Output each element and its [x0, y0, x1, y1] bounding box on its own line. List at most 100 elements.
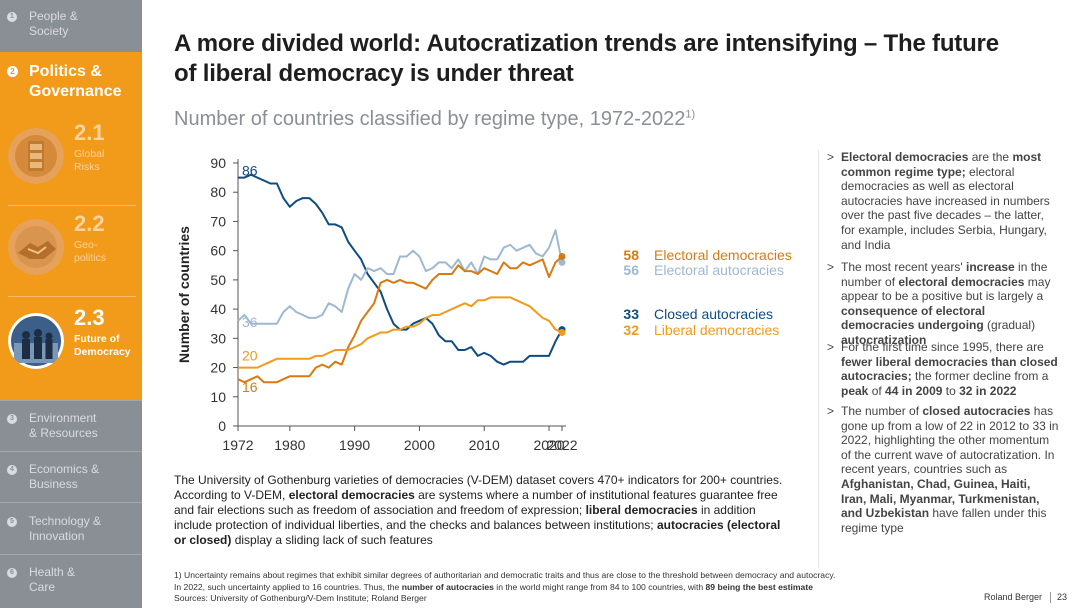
desc-text: display a sliding lack of such features — [231, 533, 433, 547]
desc-bold: autocracies (electoral or closed) — [174, 518, 781, 547]
legend-label: Closed autocracies — [654, 306, 773, 322]
legend-label: Electoral autocracies — [654, 262, 784, 278]
divider — [0, 451, 142, 452]
people-image-icon — [8, 313, 64, 369]
y-tick-label: 0 — [218, 418, 226, 434]
nav-label-line2: Business — [29, 477, 78, 491]
x-tick-label: 1972 — [222, 437, 253, 453]
key-findings-list: > Electoral democracies are the most comm… — [818, 150, 1061, 568]
section-number-badge: 2 — [7, 66, 18, 77]
subsection-title-line1: Future of — [74, 333, 120, 345]
finding-bold-text: Electoral democracies — [841, 150, 969, 164]
subsection-geopolitics[interactable]: 2.2 Geo-politics — [0, 209, 142, 291]
divider — [0, 502, 142, 503]
finding-text: the former decline from a — [911, 369, 1049, 384]
series-line-liberal-democracies — [238, 296, 563, 369]
finding-text: The most recent years' — [841, 260, 967, 274]
series-line-closed-autocracies — [238, 173, 563, 366]
y-tick-label: 20 — [210, 360, 226, 376]
y-tick-label: 10 — [210, 389, 226, 405]
finding-text: have fallen under this regime type — [841, 506, 1047, 535]
nav-label-line1: Politics & — [29, 63, 102, 80]
finding-text: in the number of — [841, 260, 1048, 289]
finding-text: (gradual) — [983, 318, 1036, 333]
footnote-bold: number of autocracies — [401, 581, 494, 592]
chart-title-text: Number of countries classified by regime… — [174, 108, 686, 130]
y-tick-label: 30 — [210, 330, 226, 346]
globe-dice-image-icon — [8, 128, 64, 184]
nav-label-line1: Economics & — [29, 462, 100, 476]
finding-bold-text: closed autocracies — [922, 404, 1031, 418]
page-title: A more divided world: Autocratization tr… — [174, 29, 1054, 89]
legend-label: Liberal democracies — [654, 322, 779, 338]
divider — [0, 400, 142, 401]
nav-label-line1: Environment — [29, 411, 97, 425]
nav-label-line2: Care — [29, 580, 56, 594]
finding-bold-text: most common regime type; — [841, 150, 1042, 179]
finding-text: The number of — [841, 404, 923, 418]
y-tick-label: 70 — [210, 213, 226, 229]
series-start-label: 36 — [242, 314, 258, 330]
nav-label-line1: Technology & — [29, 514, 102, 528]
divider — [0, 554, 142, 555]
subsection-global-risks[interactable]: 2.1 Global Risks — [0, 118, 142, 200]
series-start-label: 86 — [242, 163, 258, 179]
desc-text: are systems where a number of institutio… — [174, 488, 778, 517]
nav-label-line2: Innovation — [29, 529, 85, 543]
legend-value: 33 — [623, 306, 639, 322]
nav-label-line2: Society — [29, 24, 69, 38]
subsection-title-line1: Geo- — [74, 239, 98, 251]
chart-title: Number of countries classified by regime… — [174, 108, 695, 131]
legend-value: 56 — [623, 262, 639, 278]
section-number-badge: 6 — [7, 568, 17, 578]
series-line-electoral-democracies — [237, 255, 563, 384]
finding-bold-text: consequence of electoral democracies und… — [841, 303, 986, 333]
page-title-line1: A more divided world: Autocratization tr… — [174, 30, 999, 57]
subsection-number: 2.3 — [74, 305, 105, 330]
series-start-label: 16 — [242, 379, 258, 395]
section-number-badge: 1 — [7, 12, 17, 22]
nav-label-line2: Governance — [29, 83, 122, 100]
series-end-marker — [558, 328, 566, 336]
y-tick-label: 60 — [210, 243, 226, 259]
footnote-text: in the world might range from 84 to 100 … — [493, 581, 706, 592]
nav-label-line1: People & — [29, 9, 78, 23]
chart-description: The University of Gothenburg varieties o… — [174, 473, 794, 548]
finding-text: has gone up from a low of 22 in 2012 to … — [841, 404, 1059, 477]
page-number: 23 — [1057, 592, 1068, 602]
x-tick-label: 1980 — [274, 437, 305, 453]
y-axis-label: Number of countries — [176, 226, 192, 363]
subsection-future-of-democracy[interactable]: 2.3 Future of Democracy — [0, 303, 142, 385]
finding-bold-text: increase — [966, 260, 1015, 274]
footnote-text: In 2022, such uncertainty applied to 16 … — [174, 581, 402, 592]
footnote: 1) Uncertainty remains about regimes tha… — [174, 570, 934, 605]
x-tick-label: 2010 — [469, 437, 500, 453]
subsection-number: 2.1 — [74, 120, 105, 145]
section-number-badge: 3 — [7, 414, 17, 424]
x-tick-label: 2022 — [546, 437, 577, 453]
handshake-image-icon — [8, 219, 64, 275]
x-tick-label: 2020 — [533, 437, 564, 453]
finding-bold-text: fewer liberal democracies than closed au… — [841, 354, 1058, 384]
footnote-bold: 89 being the best estimate — [705, 581, 813, 592]
footnote-line: 1) Uncertainty remains about regimes tha… — [174, 570, 836, 580]
subsection-number: 2.2 — [74, 211, 105, 236]
desc-bold: electoral democracies — [288, 488, 415, 502]
x-tick-label: 2000 — [404, 437, 435, 453]
divider — [1050, 592, 1051, 603]
subsection-title-line2: Democracy — [74, 346, 131, 358]
sidebar: 1 People & Society 2 Politics & Governance… — [0, 0, 142, 608]
section-number-badge: 4 — [7, 465, 17, 475]
subsection-title-line1: Global — [74, 148, 105, 160]
desc-bold: liberal democracies — [585, 503, 698, 517]
page-title-line2: of liberal democracy is under threat — [174, 60, 574, 87]
finding-text: may appear to be a positive but is large… — [841, 274, 1051, 304]
section-number-badge: 5 — [7, 517, 17, 527]
legend-label: Electoral democracies — [654, 247, 792, 263]
footnote-marker: 1) — [685, 108, 696, 121]
finding-bold-text: 32 in 2022 — [959, 383, 1017, 398]
y-tick-label: 80 — [210, 184, 226, 200]
y-tick-label: 40 — [210, 301, 226, 317]
series-end-marker — [558, 258, 566, 266]
x-tick-label: 1990 — [339, 437, 370, 453]
